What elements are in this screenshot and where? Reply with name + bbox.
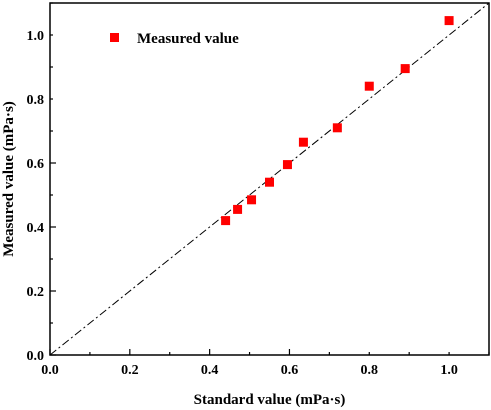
x-tick-label: 0.6 [281, 363, 299, 378]
data-point [298, 137, 308, 147]
y-tick-label: 0.6 [27, 157, 45, 172]
x-tick-label: 0.0 [41, 363, 59, 378]
data-point [265, 177, 274, 187]
data-point [400, 64, 410, 74]
y-tick-label: 1.0 [27, 29, 45, 44]
data-point [247, 195, 257, 205]
plot-area [49, 2, 490, 356]
data-point [221, 216, 231, 226]
axes: 0.0 0.2 0.4 0.6 0.8 1.0 0.0 0.2 0.4 0.6 0.8 1.0 [27, 2, 490, 378]
data-point [364, 81, 374, 91]
legend-label: Measured value [137, 31, 239, 47]
legend-marker-square [110, 33, 119, 42]
y-axis-title: Measured value (mPa·s) [1, 101, 17, 257]
y-tick-label: 0.0 [27, 349, 45, 364]
data-point [282, 160, 292, 170]
x-tick-label: 0.8 [361, 363, 379, 378]
y-tick-label: 0.8 [27, 93, 45, 108]
data-point [332, 123, 342, 133]
plot-frame [49, 2, 490, 356]
y-tick-label: 0.2 [27, 285, 45, 300]
x-tick-label: 0.4 [201, 363, 219, 378]
data-point [233, 204, 243, 214]
y-tick-label: 0.4 [27, 221, 45, 236]
legend: Measured value [110, 31, 239, 47]
x-axis-title: Standard value (mPa·s) [194, 392, 346, 408]
reference-line [49, 2, 490, 356]
x-tick-label: 0.2 [121, 363, 139, 378]
data-points [221, 16, 454, 226]
data-point [444, 16, 454, 26]
x-tick-label: 1.0 [440, 363, 458, 378]
